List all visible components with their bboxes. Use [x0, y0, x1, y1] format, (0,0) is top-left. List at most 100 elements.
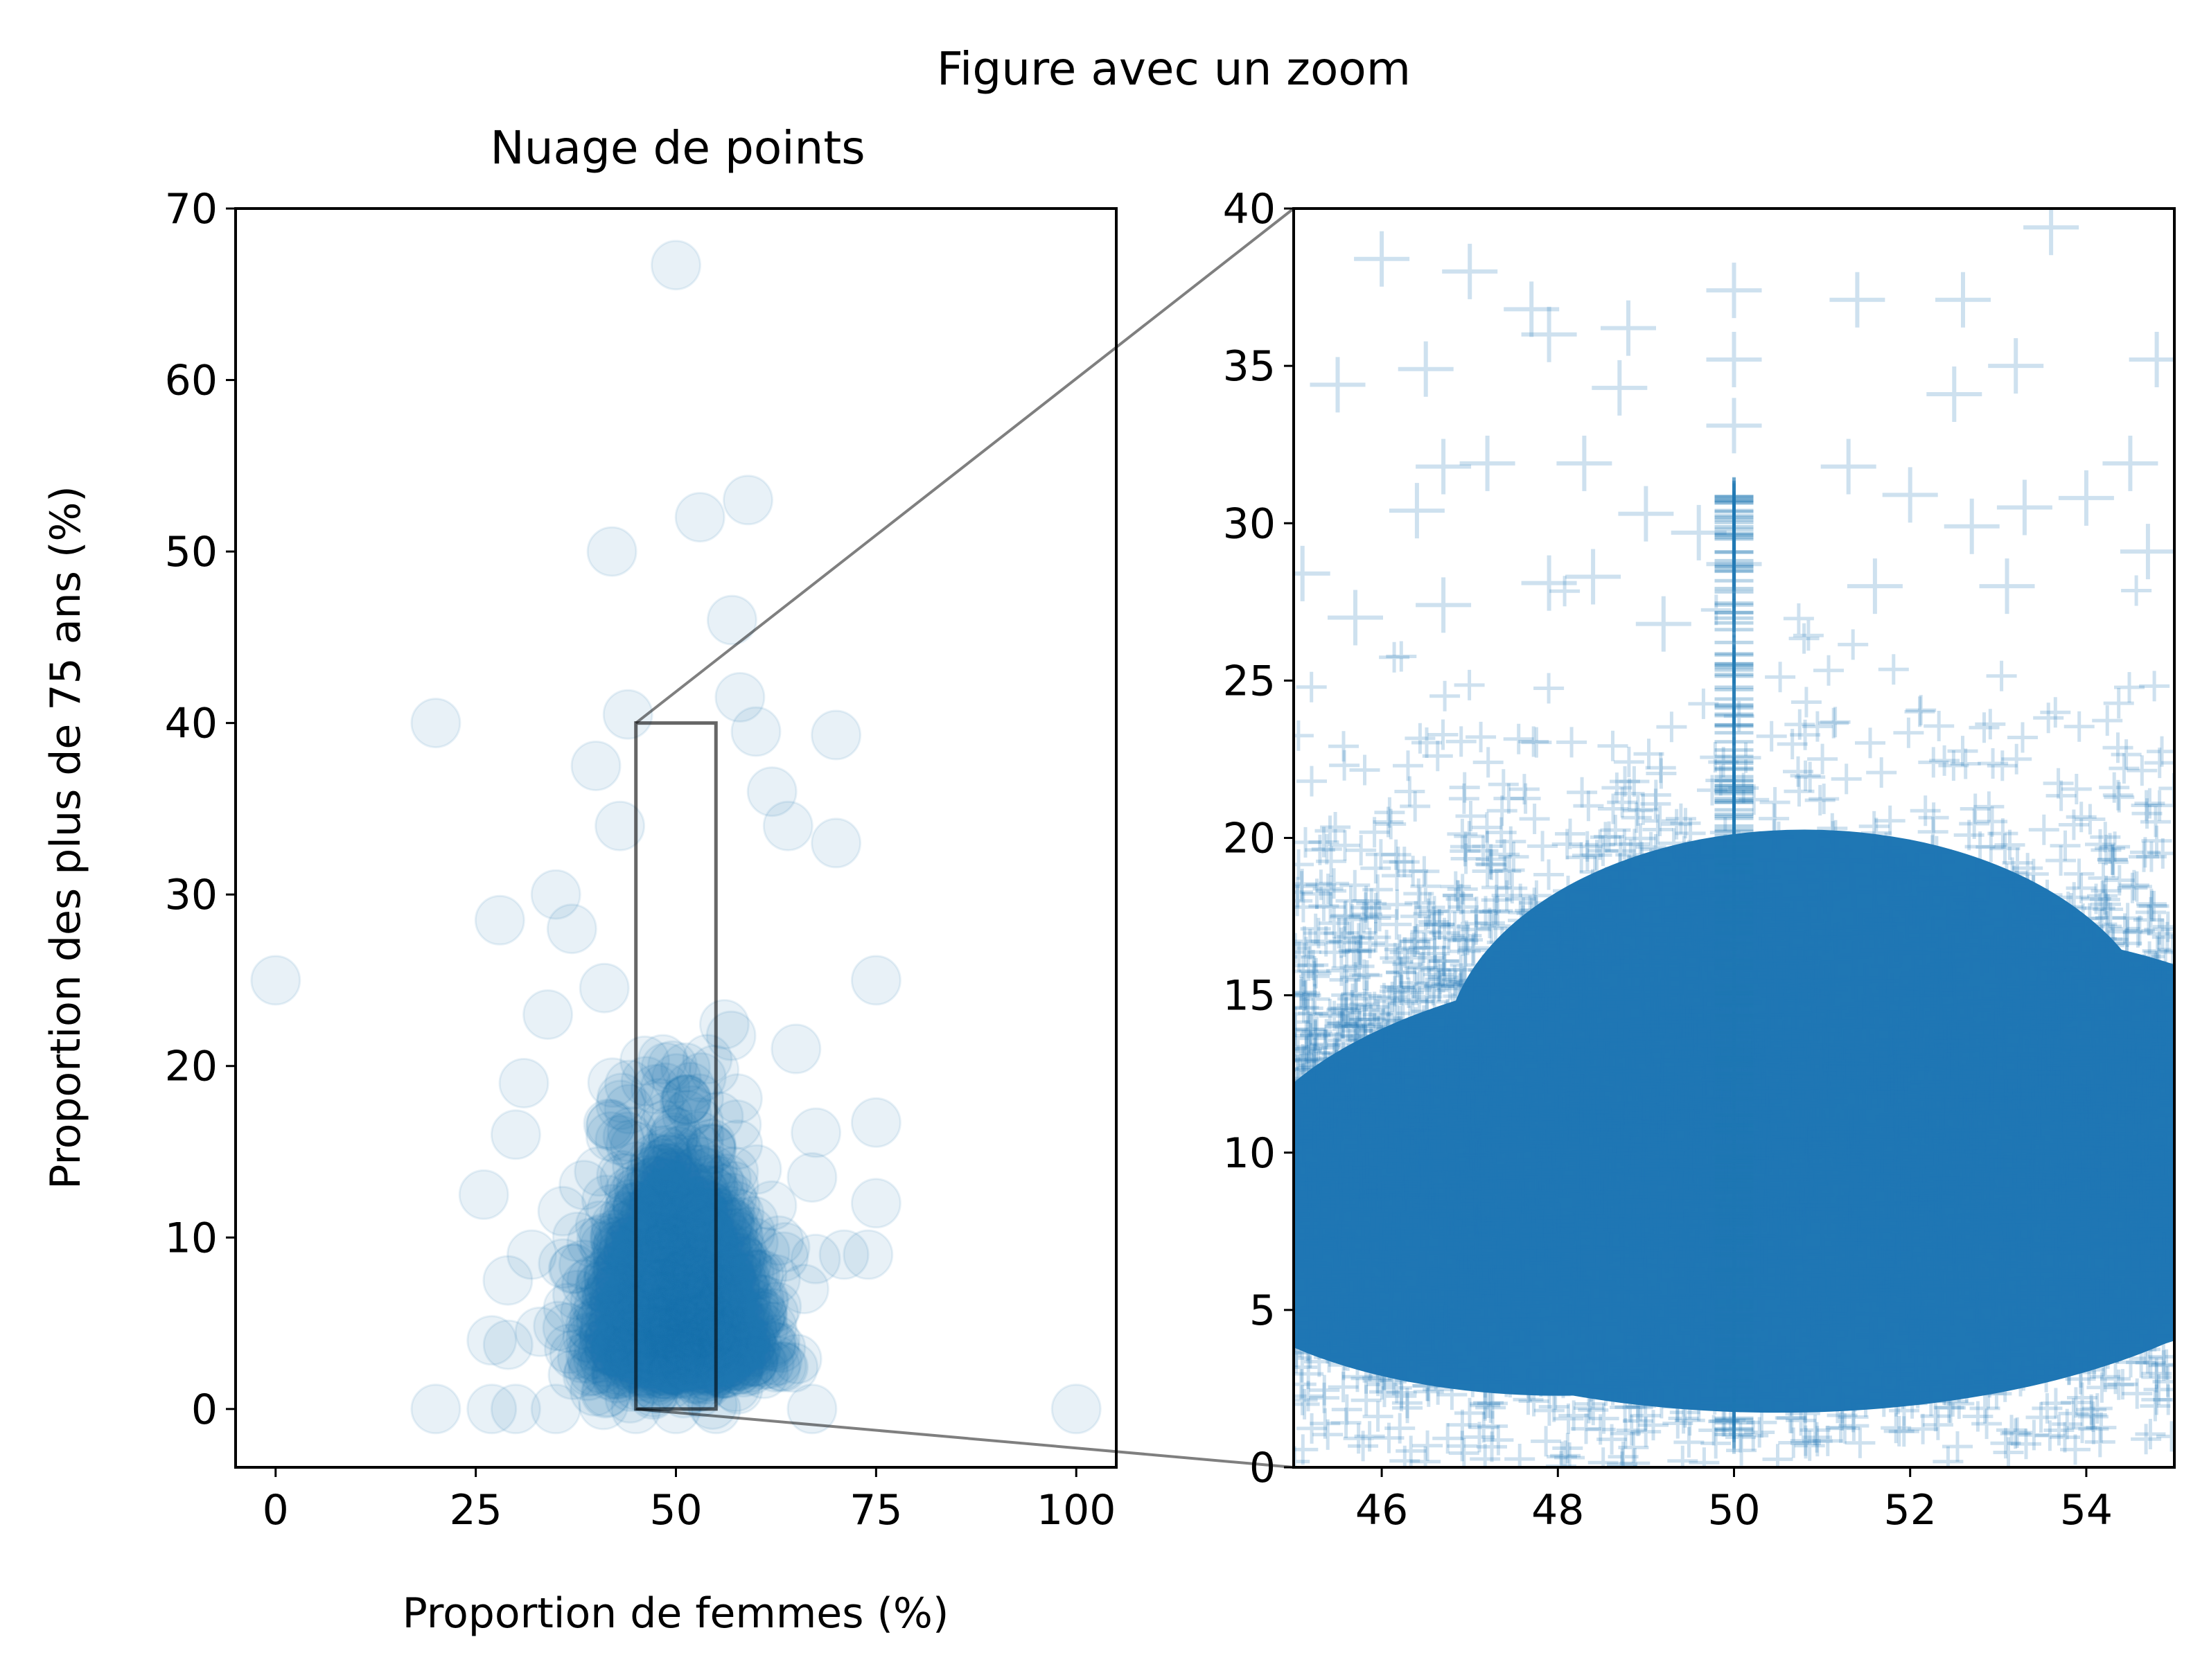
left-dense-point: [569, 1292, 620, 1343]
left-dense-point: [652, 1126, 703, 1177]
left-y-tick-label: 50: [165, 528, 218, 576]
left-scatter-point: [818, 1229, 870, 1280]
left-dense-point: [669, 1293, 721, 1344]
left-dense-point: [658, 1282, 709, 1333]
left-dense-point: [607, 1343, 658, 1394]
left-dense-point: [653, 1306, 705, 1357]
left-dense-point: [673, 1308, 724, 1359]
left-dense-point: [633, 1334, 683, 1385]
left-dense-point: [687, 1255, 738, 1306]
left-dense-point: [673, 1248, 724, 1299]
left-dense-point: [659, 1248, 710, 1300]
left-dense-point: [687, 1281, 739, 1332]
left-dense-point: [638, 1349, 689, 1400]
left-dense-point: [658, 1210, 710, 1262]
left-scatter-point: [730, 706, 782, 757]
left-dense-point: [746, 1320, 797, 1371]
left-dense-point: [644, 1215, 696, 1266]
left-dense-point: [685, 1122, 737, 1174]
left-dense-point: [644, 1199, 696, 1250]
left-dense-point: [629, 1325, 680, 1377]
left-dense-point: [658, 1282, 709, 1334]
left-dense-point: [660, 1319, 712, 1370]
left-dense-point: [682, 1174, 733, 1226]
left-dense-point: [662, 1311, 714, 1362]
left-dense-point: [640, 1042, 692, 1093]
left-dense-point: [655, 1325, 706, 1377]
left-dense-point: [651, 1329, 703, 1380]
left-dense-point: [636, 1225, 687, 1276]
left-dense-point: [648, 1112, 699, 1163]
left-dense-point: [649, 1254, 700, 1305]
left-dense-point: [683, 1181, 734, 1232]
left-dense-point: [589, 1212, 640, 1264]
left-dense-point: [642, 1180, 693, 1231]
left-dense-point: [707, 1199, 759, 1250]
left-dense-point: [674, 1097, 724, 1148]
left-dense-point: [629, 1209, 680, 1260]
left-dense-point: [728, 1196, 779, 1247]
left-dense-point: [725, 1345, 776, 1396]
left-dense-point: [705, 1199, 756, 1250]
left-dense-point: [662, 1349, 713, 1400]
left-dense-point: [670, 1169, 721, 1221]
left-scatter-point: [410, 698, 461, 749]
left-dense-point: [674, 1123, 725, 1174]
left-dense-point: [633, 1308, 684, 1359]
left-scatter-point: [546, 903, 597, 955]
left-dense-point: [630, 1271, 681, 1323]
left-dense-point: [637, 1179, 688, 1230]
left-dense-point: [604, 1338, 655, 1390]
left-dense-point: [728, 1307, 779, 1359]
left-dense-point: [674, 1073, 724, 1124]
left-dense-point: [685, 1118, 737, 1169]
left-dense-point: [685, 1248, 736, 1300]
left-dense-point: [707, 1284, 759, 1335]
left-dense-point: [646, 1302, 697, 1353]
left-dense-point: [652, 1276, 703, 1327]
left-dense-point: [670, 1245, 721, 1296]
left-dense-point: [627, 1187, 678, 1239]
left-dense-point: [644, 1308, 696, 1359]
left-dense-point: [608, 1265, 659, 1316]
left-scatter-point: [490, 1109, 541, 1160]
left-dense-point: [676, 1198, 727, 1249]
left-dense-point: [642, 1341, 693, 1392]
left-dense-point: [686, 1182, 737, 1232]
left-x-tick-label: 100: [1037, 1486, 1116, 1535]
left-dense-point: [533, 1300, 584, 1352]
left-dense-point: [752, 1335, 803, 1386]
left-dense-point: [663, 1332, 714, 1383]
left-dense-point: [607, 1323, 658, 1374]
left-dense-point: [625, 1185, 676, 1236]
left-dense-point: [656, 1329, 707, 1381]
left-dense-point: [707, 1277, 758, 1328]
left-dense-point: [631, 1316, 682, 1368]
left-dense-point: [640, 1239, 692, 1291]
left-dense-point: [607, 1323, 658, 1374]
left-dense-point: [674, 1275, 725, 1326]
left-dense-point: [712, 1344, 764, 1395]
left-scatter-point: [651, 240, 701, 291]
left-dense-point: [645, 1226, 696, 1277]
left-scatter-point: [850, 1097, 901, 1148]
left-scatter-point: [850, 1178, 901, 1229]
left-dense-point: [648, 1287, 699, 1338]
left-dense-point: [592, 1327, 642, 1378]
left-dense-point: [705, 1298, 756, 1350]
left-dense-point: [601, 1284, 652, 1335]
left-dense-point: [617, 1210, 668, 1262]
left-scatter-point: [674, 492, 725, 543]
left-dense-point: [631, 1355, 683, 1406]
left-dense-point: [637, 1290, 688, 1341]
left-dense-point: [596, 1072, 647, 1124]
left-dense-point: [705, 1341, 757, 1392]
left-dense-point: [639, 1167, 690, 1219]
left-dense-point: [628, 1362, 679, 1413]
left-dense-point: [625, 1247, 676, 1298]
left-dense-point: [660, 1205, 712, 1256]
left-dense-point: [625, 1296, 676, 1347]
left-dense-point: [710, 1219, 761, 1270]
left-dense-point: [616, 1264, 667, 1315]
left-dense-point: [676, 1222, 727, 1273]
